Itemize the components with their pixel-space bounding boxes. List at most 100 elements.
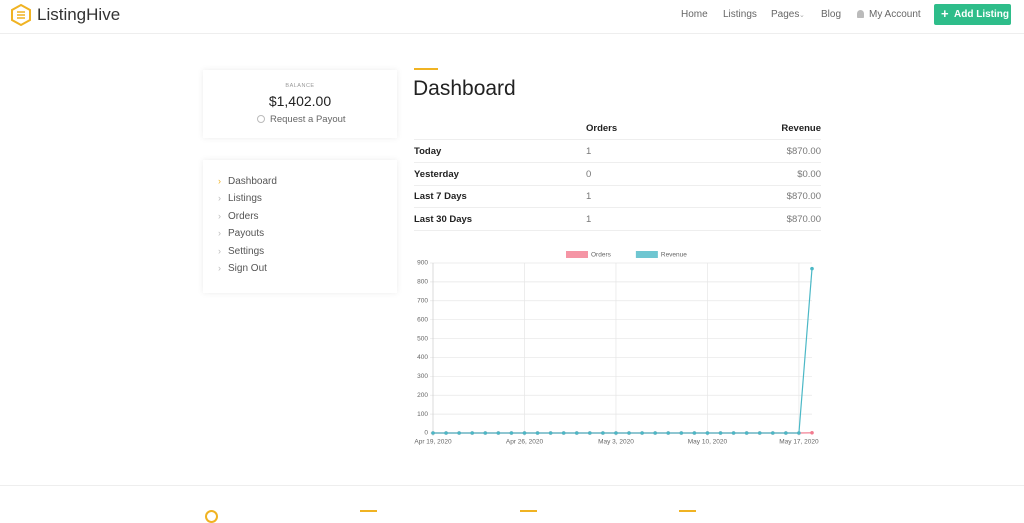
revenue-cell: $870.00 — [787, 191, 821, 202]
data-point — [745, 431, 749, 435]
data-point — [771, 431, 775, 435]
data-point — [575, 431, 579, 435]
menu-item[interactable]: Dashboard — [228, 176, 277, 187]
table-line — [414, 162, 821, 163]
chevron: › — [218, 176, 221, 186]
y-tick-label: 700 — [417, 297, 428, 304]
data-point — [444, 431, 448, 435]
legend-swatch — [636, 251, 658, 258]
chevron: › — [218, 228, 221, 238]
button-label: Add Listing — [954, 9, 1009, 20]
column-header: Orders — [586, 123, 617, 134]
table-line — [414, 139, 821, 140]
chart: 0 100 200 300 400 500 600 700 800 900 Apr 19, 2020… — [405, 245, 825, 450]
revenue-cell: $870.00 — [787, 146, 821, 157]
row-label: Last 7 Days — [414, 191, 467, 202]
chevron: › — [218, 193, 221, 203]
data-point — [758, 431, 762, 435]
column-header: Revenue — [781, 123, 821, 134]
page-title: Dashboard — [413, 77, 516, 101]
footer-accent — [520, 510, 537, 512]
menu-item[interactable]: Sign Out — [228, 263, 267, 274]
balance-label: BALANCE — [203, 83, 397, 89]
row-label: Today — [414, 146, 441, 157]
y-tick-label: 400 — [417, 354, 428, 361]
nav-link[interactable]: Home — [681, 9, 708, 20]
data-point — [497, 431, 501, 435]
data-point — [719, 431, 723, 435]
data-point — [549, 431, 553, 435]
dropdown-caret: ⌄ — [799, 11, 805, 19]
data-point — [510, 431, 514, 435]
chevron: › — [218, 246, 221, 256]
data-point — [457, 431, 461, 435]
data-point — [640, 431, 644, 435]
nav-link[interactable]: My Account — [869, 9, 921, 20]
brand[interactable]: ListingHive — [37, 5, 120, 25]
y-tick-label: 800 — [417, 279, 428, 286]
data-point — [666, 431, 670, 435]
menu-item[interactable]: Settings — [228, 246, 264, 257]
title-accent — [414, 68, 438, 70]
data-point — [810, 431, 814, 435]
orders-cell: 1 — [586, 146, 591, 157]
user-icon — [857, 10, 864, 18]
payout-link[interactable]: Request a Payout — [270, 114, 346, 125]
data-point — [680, 431, 684, 435]
nav-link[interactable]: Blog — [821, 9, 841, 20]
payout-icon — [257, 115, 265, 123]
x-tick-label: May 17, 2020 — [779, 439, 819, 446]
y-tick-label: 900 — [417, 260, 428, 267]
legend-label: Orders — [591, 252, 612, 259]
data-point — [536, 431, 540, 435]
balance-card: BALANCE $1,402.00 Request a Payout — [203, 70, 397, 138]
row-label: Yesterday — [414, 169, 459, 180]
balance-amount: $1,402.00 — [203, 93, 397, 109]
orders-cell: 0 — [586, 169, 591, 180]
data-point — [470, 431, 474, 435]
menu-item[interactable]: Orders — [228, 211, 259, 222]
data-point — [784, 431, 788, 435]
footer-icon — [205, 510, 218, 523]
data-point — [627, 431, 631, 435]
revenue-cell: $870.00 — [787, 214, 821, 225]
nav-link[interactable]: Listings — [723, 9, 757, 20]
y-tick-label: 600 — [417, 316, 428, 323]
table-line — [414, 207, 821, 208]
data-point — [483, 431, 487, 435]
data-point — [523, 431, 527, 435]
chevron: › — [218, 211, 221, 221]
x-tick-label: Apr 26, 2020 — [506, 439, 544, 446]
logo-icon — [10, 4, 32, 26]
y-tick-label: 200 — [417, 392, 428, 399]
y-tick-label: 0 — [424, 430, 428, 437]
data-point — [653, 431, 657, 435]
data-point — [588, 431, 592, 435]
table-line — [414, 230, 821, 231]
data-point — [706, 431, 710, 435]
data-point — [810, 267, 814, 271]
y-tick-label: 100 — [417, 411, 428, 418]
data-point — [601, 431, 605, 435]
legend-swatch — [566, 251, 588, 258]
footer-accent — [360, 510, 377, 512]
data-point — [797, 431, 801, 435]
menu-item[interactable]: Payouts — [228, 228, 264, 239]
x-tick-label: Apr 19, 2020 — [414, 439, 452, 446]
y-tick-label: 500 — [417, 335, 428, 342]
nav-link[interactable]: Pages — [771, 9, 799, 20]
chevron: › — [218, 263, 221, 273]
x-tick-label: May 10, 2020 — [688, 439, 728, 446]
series-line — [433, 269, 812, 433]
table-line — [414, 185, 821, 186]
x-tick-label: May 3, 2020 — [598, 439, 634, 446]
footer-border — [0, 485, 1024, 486]
y-tick-label: 300 — [417, 373, 428, 380]
add-listing-button[interactable]: + Add Listing — [934, 4, 1011, 25]
data-point — [614, 431, 618, 435]
data-point — [431, 431, 435, 435]
legend-label: Revenue — [661, 252, 687, 259]
menu-item[interactable]: Listings — [228, 193, 262, 204]
